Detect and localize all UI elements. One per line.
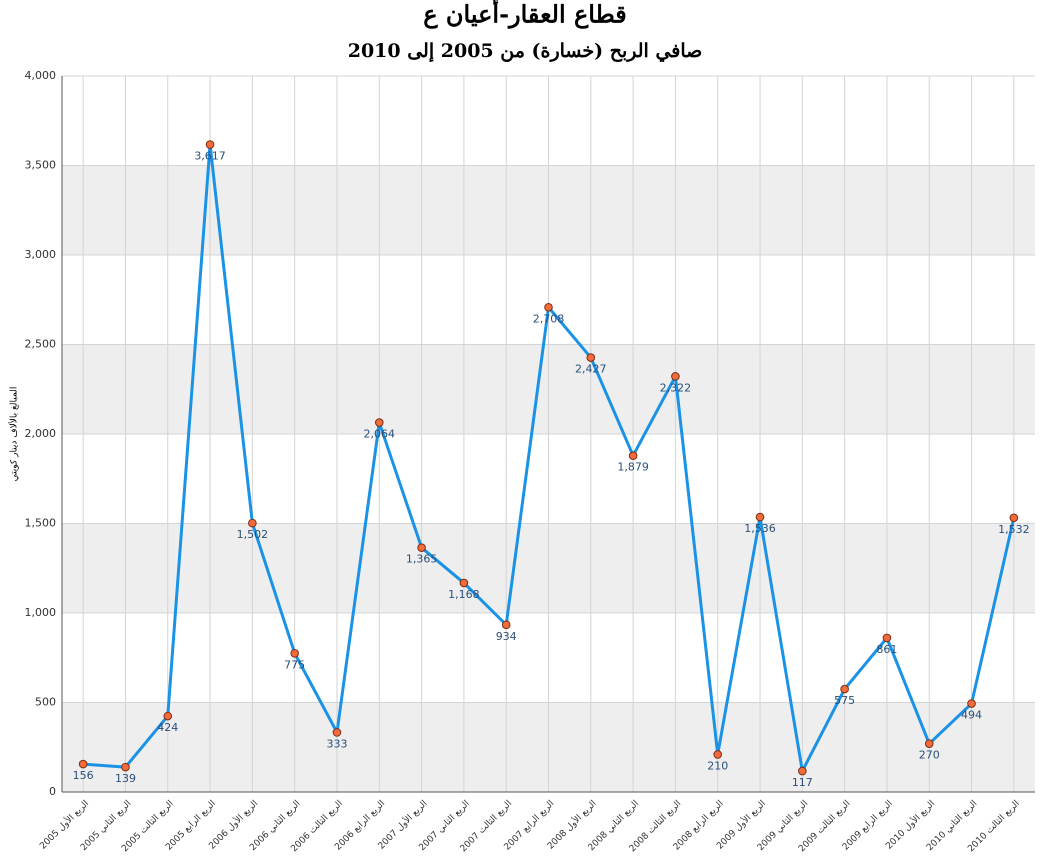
data-label: 575 bbox=[834, 694, 855, 707]
y-tick-label: 2,000 bbox=[25, 427, 57, 440]
data-label: 2,708 bbox=[533, 312, 565, 325]
data-point bbox=[290, 648, 299, 658]
y-tick-label: 3,000 bbox=[25, 248, 57, 261]
data-label: 494 bbox=[961, 709, 982, 722]
data-label: 1,879 bbox=[617, 461, 649, 474]
y-tick-label: 1,500 bbox=[25, 517, 57, 530]
data-point bbox=[967, 699, 976, 708]
data-label: 270 bbox=[919, 749, 940, 762]
y-axis-label: المبالغ بالألاف دينار كويتي bbox=[8, 387, 20, 482]
data-label: 424 bbox=[157, 721, 178, 734]
data-point bbox=[628, 451, 638, 460]
data-label: 934 bbox=[496, 630, 517, 643]
data-label: 1,365 bbox=[406, 553, 438, 566]
data-point bbox=[332, 728, 342, 737]
data-label: 2,427 bbox=[575, 363, 607, 376]
data-point bbox=[163, 711, 173, 721]
data-label: 156 bbox=[73, 769, 94, 782]
data-label: 117 bbox=[792, 776, 813, 789]
data-point bbox=[713, 750, 723, 759]
data-point bbox=[671, 372, 680, 381]
data-point bbox=[121, 762, 130, 772]
data-point bbox=[924, 739, 934, 748]
data-point bbox=[205, 140, 215, 149]
data-label: 210 bbox=[707, 759, 728, 772]
y-tick-label: 4,000 bbox=[25, 69, 57, 82]
y-tick-label: 2,500 bbox=[25, 338, 57, 351]
y-tick-label: 1,000 bbox=[25, 606, 57, 619]
data-label: 1,536 bbox=[744, 522, 776, 535]
chart-subtitle: صافي الربح (خسارة) من 2005 إلى 2010 bbox=[348, 40, 703, 63]
data-point bbox=[374, 418, 384, 427]
data-point bbox=[882, 633, 892, 643]
data-point bbox=[840, 684, 849, 694]
data-label: 775 bbox=[284, 658, 305, 671]
data-point bbox=[248, 518, 257, 528]
data-point bbox=[501, 620, 511, 630]
y-tick-label: 500 bbox=[35, 696, 56, 709]
y-tick-label: 3,500 bbox=[25, 159, 57, 172]
data-point bbox=[78, 759, 88, 769]
data-point bbox=[586, 353, 596, 362]
data-label: 333 bbox=[326, 737, 347, 750]
data-point bbox=[798, 766, 807, 776]
data-point bbox=[459, 578, 469, 588]
data-label: 861 bbox=[876, 643, 897, 656]
data-point bbox=[1009, 513, 1019, 523]
data-label: 2,064 bbox=[364, 428, 396, 441]
data-point bbox=[755, 512, 765, 522]
data-label: 3,617 bbox=[194, 150, 226, 163]
chart-title: قطاع العقار-أعيان ع bbox=[423, 0, 627, 30]
data-label: 1,532 bbox=[998, 523, 1030, 536]
data-label: 1,502 bbox=[237, 528, 269, 541]
data-point bbox=[417, 543, 426, 552]
data-label: 2,322 bbox=[660, 381, 692, 394]
y-tick-label: 0 bbox=[49, 785, 56, 798]
data-label: 1,168 bbox=[448, 588, 480, 601]
data-point bbox=[544, 302, 553, 312]
data-label: 139 bbox=[115, 772, 136, 785]
